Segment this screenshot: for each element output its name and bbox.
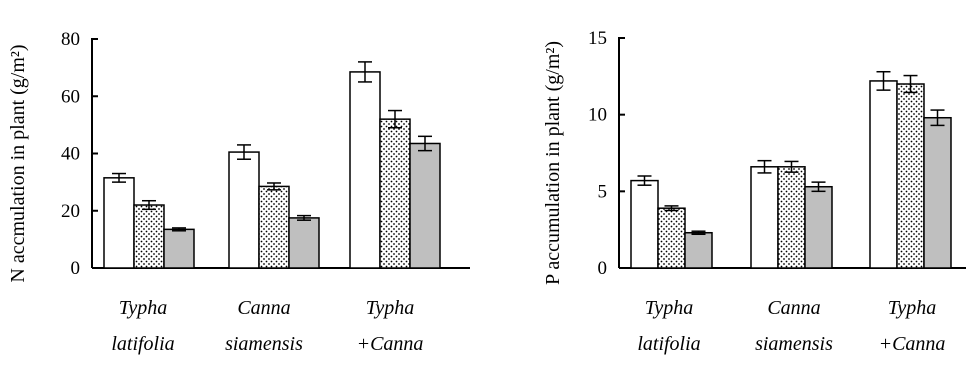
category-label: siamensis [225,333,303,355]
category-label: Typha [888,297,937,319]
bar-series-3 [163,228,195,269]
bar-series-3 [684,231,713,269]
bar-series-1 [103,177,135,269]
bar-series-3 [804,185,833,269]
category-label: +Canna [879,333,946,355]
bar-series-3 [288,217,320,269]
category-label: Typha [119,297,168,319]
y-tick-label: 0 [598,258,608,279]
bar-series-2 [657,207,686,269]
bar-series-2 [896,83,925,269]
category-label: Typha [366,297,415,319]
category-label: siamensis [755,333,833,355]
bar-series-1 [349,71,381,269]
category-label: Canna [237,297,290,319]
y-tick-label: 20 [61,201,80,222]
category-label: latifolia [637,333,700,355]
bar-series-1 [630,179,659,269]
bar-series-2 [379,118,411,269]
bar-series-1 [869,80,898,269]
y-tick-label: 60 [61,86,80,107]
bar-series-2 [777,166,806,269]
category-label: +Canna [357,333,424,355]
bar-series-3 [409,142,441,269]
y-tick-label: 10 [588,105,607,126]
y-axis-title: P accumulation in plant (g/m²) [542,41,564,285]
y-tick-label: 80 [61,29,80,50]
y-tick-label: 40 [61,144,80,165]
category-label: Canna [767,297,820,319]
y-tick-label: 0 [71,258,81,279]
y-tick-label: 5 [598,181,608,202]
category-label: Typha [645,297,694,319]
bar-series-2 [133,204,165,269]
y-tick-label: 15 [588,28,607,49]
n-accumulation-chart: 0 20 40 60 80 N accmulation in plant (g/m²) Ty… [7,29,470,355]
y-axis-title: N accmulation in plant (g/m²) [7,44,29,282]
p-accumulation-chart: 0 5 10 15 P accumulation in plant (g/m²) Typh… [542,28,966,355]
bar-series-1 [228,151,260,269]
bar-series-1 [750,166,779,269]
bar-series-3 [923,116,952,269]
bar-series-2 [258,185,290,269]
category-label: latifolia [111,333,174,355]
